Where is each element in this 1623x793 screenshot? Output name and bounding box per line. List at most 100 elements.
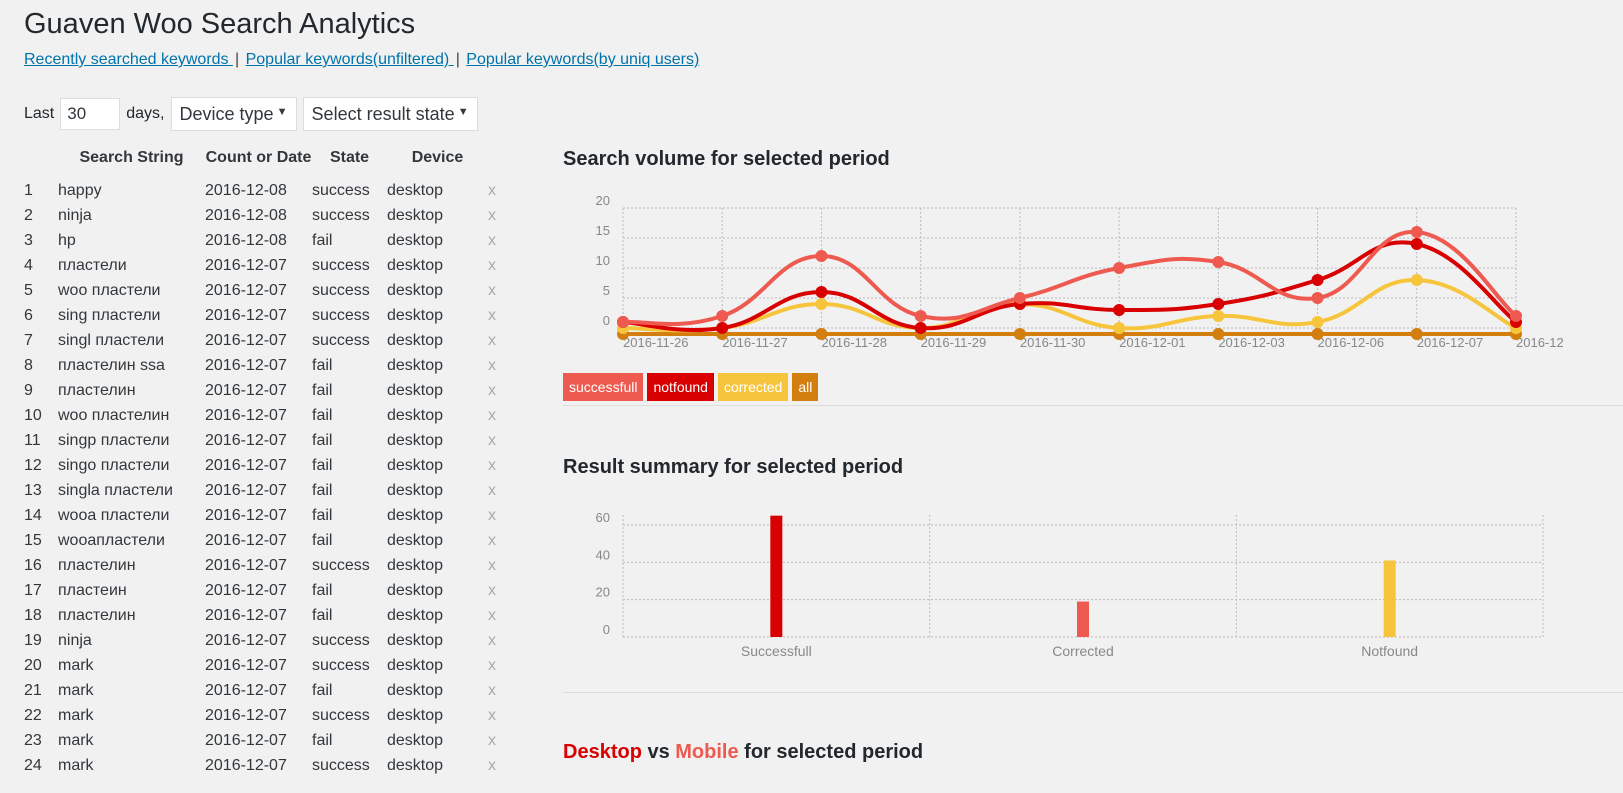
device: desktop [387, 756, 444, 774]
count-date: 2016-12-07 [205, 681, 287, 699]
y-tick-label: 5 [603, 283, 610, 298]
device: desktop [387, 506, 444, 524]
data-point-successfull [716, 310, 729, 322]
state: success [312, 256, 370, 274]
delete-row-button[interactable]: x [488, 656, 496, 674]
delete-row-button[interactable]: x [488, 631, 496, 649]
legend-item-all[interactable]: all [792, 373, 819, 401]
link-recent-keywords[interactable]: Recently searched keywords [24, 51, 233, 68]
delete-row-button[interactable]: x [488, 231, 496, 249]
y-tick-label: 0 [603, 313, 610, 328]
search-string: пластелин [58, 556, 136, 574]
data-point-corrected [1311, 316, 1324, 328]
device-type-select[interactable]: Device type ▼ [170, 97, 297, 131]
link-popular-unfiltered[interactable]: Popular keywords(unfiltered) [245, 51, 454, 68]
state: fail [312, 406, 333, 424]
table-row: 17 пластеин 2016-12-07 fail desktop x [24, 578, 518, 603]
row-number: 16 [24, 556, 42, 574]
table-row: 24 mark 2016-12-07 success desktop x [24, 753, 518, 778]
state: fail [312, 481, 333, 499]
delete-row-button[interactable]: x [488, 456, 496, 474]
table-row: 6 sing пластели 2016-12-07 success desktop x [24, 303, 518, 328]
legend-item-corrected[interactable]: corrected [717, 373, 789, 401]
data-point-successfull [1113, 262, 1126, 274]
row-number: 7 [24, 331, 33, 349]
count-date: 2016-12-07 [205, 581, 287, 599]
series-line-notfound [622, 240, 1518, 332]
link-popular-uniq-users[interactable]: Popular keywords(by uniq users) [466, 51, 700, 68]
row-number: 6 [24, 306, 33, 324]
count-date: 2016-12-07 [205, 706, 287, 724]
report-links: Recently searched keywords | Popular key… [24, 51, 699, 69]
delete-row-button[interactable]: x [488, 481, 496, 499]
delete-row-button[interactable]: x [488, 581, 496, 599]
delete-row-button[interactable]: x [488, 181, 496, 199]
delete-row-button[interactable]: x [488, 531, 496, 549]
period-label: for selected period [738, 741, 924, 763]
delete-row-button[interactable]: x [488, 556, 496, 574]
delete-row-button[interactable]: x [488, 281, 496, 299]
delete-row-button[interactable]: x [488, 756, 496, 774]
search-string: пластелин [58, 381, 136, 399]
data-point-corrected [1113, 322, 1126, 334]
state: success [312, 181, 370, 199]
legend-item-successfull[interactable]: successfull [563, 373, 644, 401]
delete-row-button[interactable]: x [488, 506, 496, 524]
x-category-label: Corrected [1052, 643, 1113, 659]
legend-item-notfound[interactable]: notfound [647, 373, 714, 401]
table-row: 12 singo пластели 2016-12-07 fail desktop x [24, 453, 518, 478]
device: desktop [387, 681, 444, 699]
volume-line-chart: 0 5 10 15 20 2016-11-26 2016-11-27 2016-11-28 20… [596, 193, 1563, 350]
count-date: 2016-12-07 [205, 431, 287, 449]
row-number: 9 [24, 381, 33, 399]
delete-row-button[interactable]: x [488, 431, 496, 449]
delete-row-button[interactable]: x [488, 381, 496, 399]
search-string: wooa пластели [58, 506, 170, 524]
delete-row-button[interactable]: x [488, 606, 496, 624]
data-point-all [1311, 328, 1324, 340]
search-string: woo пластели [58, 281, 161, 299]
delete-row-button[interactable]: x [488, 356, 496, 374]
search-string: пластелин [58, 606, 136, 624]
row-number: 19 [24, 631, 42, 649]
count-date: 2016-12-07 [205, 481, 287, 499]
delete-row-button[interactable]: x [488, 681, 496, 699]
x-category-label: Notfound [1361, 643, 1418, 659]
delete-row-button[interactable]: x [488, 731, 496, 749]
delete-row-button[interactable]: x [488, 256, 496, 274]
summary-bar-chart: 0 20 40 60 Successfull Corrected Notfound [596, 510, 1544, 659]
search-string: happy [58, 181, 102, 199]
col-header-delete [488, 136, 518, 178]
search-string: mark [58, 681, 94, 699]
state: fail [312, 531, 333, 549]
col-header-state: State [329, 148, 370, 166]
data-point-successfull [617, 316, 629, 328]
data-point-all [815, 328, 828, 340]
device: desktop [387, 281, 444, 299]
count-date: 2016-12-07 [205, 531, 287, 549]
device: desktop [387, 706, 444, 724]
data-point-successfull [1510, 310, 1522, 322]
desktop-label: Desktop [563, 741, 642, 763]
device: desktop [387, 431, 444, 449]
days-input[interactable] [60, 98, 121, 130]
data-point-all [1212, 328, 1225, 340]
row-number: 15 [24, 531, 42, 549]
delete-row-button[interactable]: x [488, 306, 496, 324]
row-number: 22 [24, 706, 42, 724]
delete-row-button[interactable]: x [488, 706, 496, 724]
device: desktop [387, 556, 444, 574]
state: fail [312, 431, 333, 449]
delete-row-button[interactable]: x [488, 331, 496, 349]
bar-successfull [770, 515, 783, 637]
data-point-successfull [1013, 292, 1026, 304]
delete-row-button[interactable]: x [488, 206, 496, 224]
chevron-down-icon: ▼ [457, 106, 469, 118]
data-point-notfound [914, 322, 927, 334]
result-state-value: Select result state [311, 103, 455, 124]
count-date: 2016-12-07 [205, 506, 287, 524]
delete-row-button[interactable]: x [488, 406, 496, 424]
device: desktop [387, 631, 444, 649]
result-state-select[interactable]: Select result state ▼ [302, 97, 478, 131]
link-separator: | [234, 51, 240, 68]
